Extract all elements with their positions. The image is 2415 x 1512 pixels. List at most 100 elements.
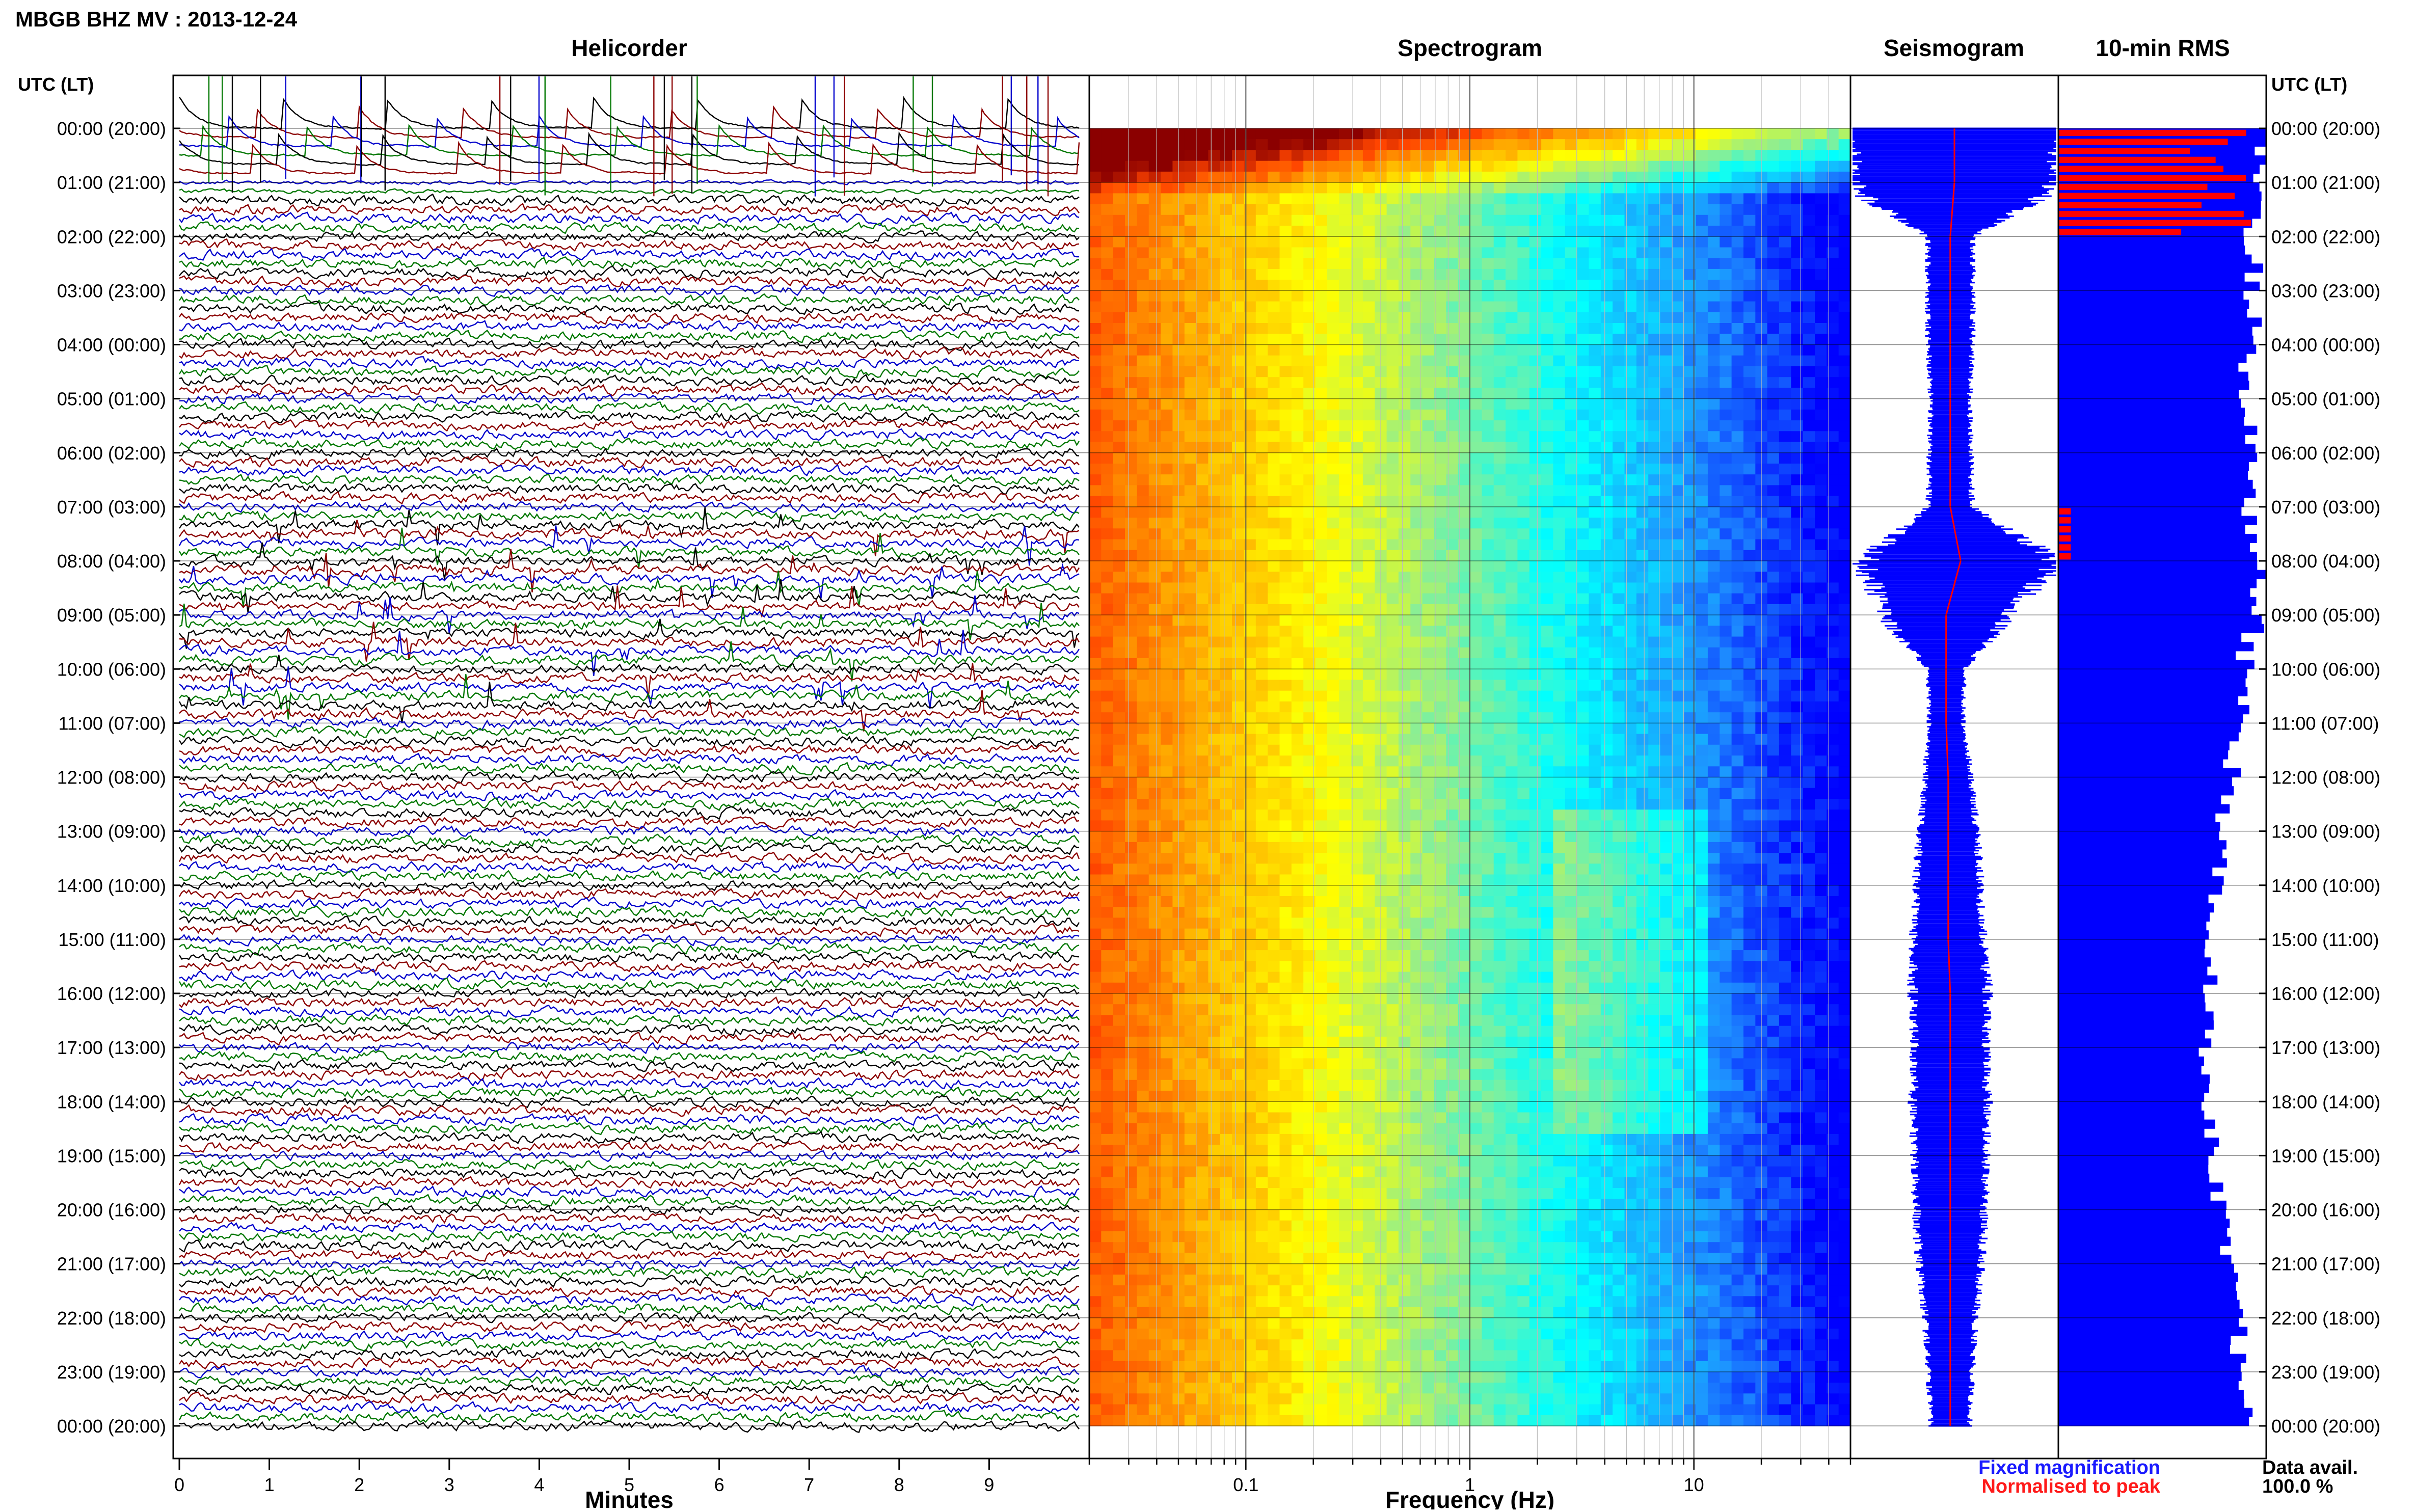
spectrogram-cell <box>1149 647 1161 659</box>
spectrogram-cell <box>1506 496 1518 507</box>
spectrogram-cell <box>1137 550 1149 561</box>
spectrogram-cell <box>1470 929 1482 940</box>
spectrogram-cell <box>1803 907 1815 918</box>
spectrogram-cell <box>1316 712 1328 723</box>
spectrogram-cell <box>1577 863 1589 875</box>
spectrogram-cell <box>1791 658 1803 669</box>
spectrogram-cell <box>1423 356 1435 367</box>
spectrogram-cell <box>1636 258 1649 269</box>
spectrogram-cell <box>1589 809 1601 821</box>
spectrogram-cell <box>1577 258 1589 269</box>
spectrogram-cell <box>1648 701 1660 713</box>
spectrogram-cell <box>1101 917 1113 929</box>
spectrogram-cell <box>1732 528 1744 539</box>
spectrogram-cell <box>1517 853 1530 864</box>
spectrogram-cell <box>1113 377 1125 388</box>
spectrogram-cell <box>1232 712 1244 723</box>
spectrogram-cell <box>1149 907 1161 918</box>
spectrogram-cell <box>1565 863 1577 875</box>
spectrogram-cell <box>1292 172 1304 183</box>
spectrogram-cell <box>1648 593 1660 605</box>
spectrogram-cell <box>1161 485 1173 496</box>
spectrogram-cell <box>1387 604 1399 615</box>
spectrogram-cell <box>1803 507 1815 518</box>
spectrogram-cell <box>1363 302 1375 313</box>
spectrogram-cell <box>1791 410 1803 421</box>
spectrogram-cell <box>1648 561 1660 572</box>
spectrogram-cell <box>1743 377 1756 388</box>
spectrogram-cell <box>1339 820 1351 831</box>
spectrogram-cell <box>1553 496 1565 507</box>
spectrogram-cell <box>1303 442 1316 453</box>
spectrogram-cell <box>1101 539 1113 551</box>
spectrogram-cell <box>1720 712 1732 723</box>
spectrogram-cell <box>1815 410 1827 421</box>
spectrogram-cell <box>1530 366 1542 377</box>
spectrogram-cell <box>1208 929 1220 940</box>
spectrogram-cell <box>1339 442 1351 453</box>
spectrogram-cell <box>1280 236 1292 248</box>
spectrogram-cell <box>1125 302 1137 313</box>
spectrogram-cell <box>1470 236 1482 248</box>
spectrogram-cell <box>1577 831 1589 843</box>
spectrogram-cell <box>1720 788 1732 799</box>
spectrogram-cell <box>1316 626 1328 637</box>
spectrogram-cell <box>1470 366 1482 377</box>
spectrogram-cell <box>1482 637 1494 648</box>
spectrogram-cell <box>1220 236 1232 248</box>
spectrogram-cell <box>1613 431 1625 442</box>
spectrogram-cell <box>1636 799 1649 810</box>
spectrogram-cell <box>1648 410 1660 421</box>
spectrogram-cell <box>1280 431 1292 442</box>
spectrogram-cell <box>1256 128 1268 140</box>
spectrogram-cell <box>1423 215 1435 226</box>
spectrogram-cell <box>1565 323 1577 334</box>
spectrogram-cell <box>1589 507 1601 518</box>
spectrogram-cell <box>1280 290 1292 302</box>
spectrogram-cell <box>1601 863 1613 875</box>
spectrogram-cell <box>1399 507 1411 518</box>
spectrogram-cell <box>1601 788 1613 799</box>
spectrogram-cell <box>1470 712 1482 723</box>
spectrogram-cell <box>1387 799 1399 810</box>
spectrogram-cell <box>1636 853 1649 864</box>
spectrogram-cell <box>1399 215 1411 226</box>
spectrogram-cell <box>1791 691 1803 702</box>
spectrogram-cell <box>1648 929 1660 940</box>
spectrogram-cell <box>1708 388 1720 399</box>
spectrogram-cell <box>1636 128 1649 140</box>
spectrogram-cell <box>1720 410 1732 421</box>
spectrogram-cell <box>1613 604 1625 615</box>
spectrogram-cell <box>1696 788 1708 799</box>
spectrogram-cell <box>1327 604 1339 615</box>
spectrogram-cell <box>1410 345 1423 356</box>
spectrogram-cell <box>1565 712 1577 723</box>
spectrogram-cell <box>1553 929 1565 940</box>
spectrogram-cell <box>1399 593 1411 605</box>
spectrogram-cell <box>1137 691 1149 702</box>
spectrogram-cell <box>1220 442 1232 453</box>
spectrogram-cell <box>1803 215 1815 226</box>
spectrogram-cell <box>1660 518 1673 529</box>
spectrogram-cell <box>1292 691 1304 702</box>
spectrogram-cell <box>1672 496 1684 507</box>
spectrogram-cell <box>1565 593 1577 605</box>
spectrogram-cell <box>1767 615 1780 626</box>
spectrogram-cell <box>1565 820 1577 831</box>
spectrogram-cell <box>1316 896 1328 907</box>
spectrogram-cell <box>1708 172 1720 183</box>
spectrogram-cell <box>1410 745 1423 756</box>
spectrogram-cell <box>1648 204 1660 215</box>
spectrogram-cell <box>1672 755 1684 767</box>
spectrogram-cell <box>1565 691 1577 702</box>
spectrogram-cell <box>1708 182 1720 194</box>
spectrogram-cell <box>1494 799 1506 810</box>
spectrogram-cell <box>1803 766 1815 777</box>
spectrogram-cell <box>1125 755 1137 767</box>
spectrogram-cell <box>1815 615 1827 626</box>
spectrogram-cell <box>1280 734 1292 745</box>
spectrogram-cell <box>1089 820 1102 831</box>
spectrogram-cell <box>1101 442 1113 453</box>
spectrogram-cell <box>1149 669 1161 680</box>
spectrogram-cell <box>1232 788 1244 799</box>
